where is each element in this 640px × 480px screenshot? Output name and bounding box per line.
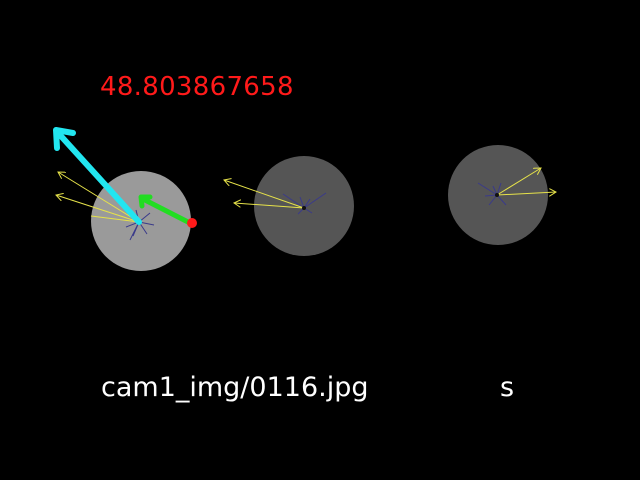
disc-1[interactable] [53, 127, 197, 271]
disc-1-thin-arrow-3 [90, 215, 140, 223]
cyan-arrow-icon [53, 127, 142, 225]
disc-2[interactable] [224, 156, 354, 256]
disc-2-thin-arrow-2 [234, 203, 305, 209]
value-readout: 48.803867658 [100, 72, 294, 102]
green-arrow-icon [138, 194, 191, 225]
image-filename: cam1_img/0116.jpg [101, 372, 369, 403]
disc-2-center [302, 206, 306, 210]
disc-3-center [495, 193, 499, 197]
disc-1-thin-arrow-2 [56, 195, 140, 223]
disc-1-thin-arrow-1 [58, 172, 140, 223]
disc-3[interactable] [448, 145, 556, 245]
disc-3-thin-arrow-1 [496, 168, 541, 196]
disc-3-spokes [477, 182, 507, 206]
red-dot-icon [187, 218, 197, 228]
disc-2-thin-arrow-1 [224, 180, 305, 209]
disc-3-thin-arrow-2 [496, 192, 556, 195]
key-indicator: s [500, 372, 515, 403]
